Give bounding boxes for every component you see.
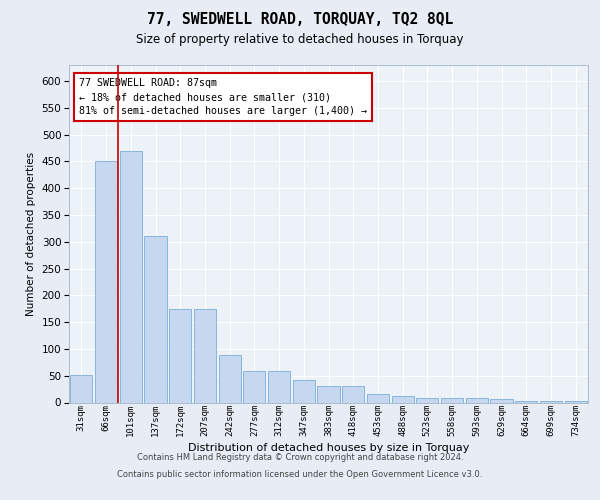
Bar (367, 394, 389, 402)
Bar (490, 400, 512, 402)
Bar (293, 380, 315, 402)
Bar (392, 396, 414, 402)
Bar (515, 401, 538, 402)
Bar (268, 372, 290, 402)
Text: Size of property relative to detached houses in Torquay: Size of property relative to detached ho… (136, 32, 464, 46)
Bar (565, 401, 587, 402)
Bar (540, 401, 562, 402)
Bar (194, 308, 216, 402)
Bar (169, 308, 191, 402)
Bar (70, 374, 92, 402)
Text: 77 SWEDWELL ROAD: 87sqm
← 18% of detached houses are smaller (310)
81% of semi-d: 77 SWEDWELL ROAD: 87sqm ← 18% of detache… (79, 78, 367, 116)
X-axis label: Distribution of detached houses by size in Torquay: Distribution of detached houses by size … (188, 443, 469, 453)
Y-axis label: Number of detached properties: Number of detached properties (26, 152, 36, 316)
Bar (466, 398, 488, 402)
Bar (416, 398, 439, 402)
Bar (145, 236, 167, 402)
Text: Contains public sector information licensed under the Open Government Licence v3: Contains public sector information licen… (118, 470, 482, 479)
Bar (243, 372, 265, 402)
Bar (119, 150, 142, 402)
Text: 77, SWEDWELL ROAD, TORQUAY, TQ2 8QL: 77, SWEDWELL ROAD, TORQUAY, TQ2 8QL (147, 12, 453, 28)
Bar (441, 398, 463, 402)
Text: Contains HM Land Registry data © Crown copyright and database right 2024.: Contains HM Land Registry data © Crown c… (137, 452, 463, 462)
Bar (317, 386, 340, 402)
Bar (218, 356, 241, 403)
Bar (95, 162, 117, 402)
Bar (342, 386, 364, 402)
